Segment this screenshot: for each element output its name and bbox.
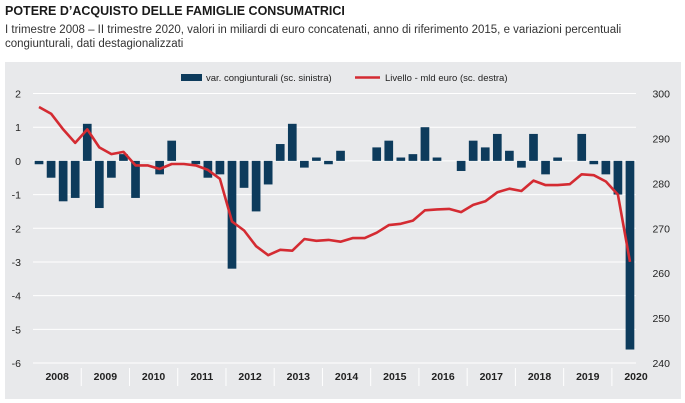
bar [227, 160, 237, 269]
bar [577, 133, 587, 161]
bar [251, 160, 261, 212]
line-series-path [38, 105, 632, 263]
left-tick-label: -5 [12, 324, 21, 336]
bar [613, 160, 623, 195]
bar [396, 157, 406, 161]
chart-svg: 2 1 0 -1 -2 -3 -4 -5 -6 300 290 280 270 260 250 240 20… [12, 73, 670, 386]
bar [541, 160, 550, 175]
bar [107, 160, 116, 178]
bar [239, 160, 249, 188]
chart-title: POTERE D’ACQUISTO DELLE FAMIGLIE CONSUMA… [5, 4, 345, 18]
bar [529, 133, 538, 161]
bar [70, 160, 80, 198]
bar [191, 160, 201, 165]
legend: var. congiunturali (sc. sinistra) Livello… [181, 73, 507, 84]
bar [468, 140, 478, 161]
bar [324, 160, 333, 165]
bar [432, 157, 442, 161]
year-label: 2012 [238, 371, 262, 383]
bar [275, 144, 285, 161]
bar [82, 123, 92, 161]
bar [34, 160, 44, 165]
x-axis-year-labels: 2008 2009 2010 2011 2012 2013 2014 2015 2016 2017… [45, 368, 648, 386]
bar [131, 160, 140, 198]
left-tick-label: 1 [15, 122, 21, 134]
left-tick-label: -6 [12, 358, 21, 370]
bar [553, 157, 562, 161]
left-axis-ticks: 2 1 0 -1 -2 -3 -4 -5 -6 [12, 89, 22, 371]
right-tick-label: 270 [652, 223, 670, 235]
bar [94, 160, 104, 209]
year-label: 2011 [190, 371, 213, 383]
year-label: 2013 [287, 371, 311, 383]
bar [372, 147, 382, 161]
bar [517, 160, 526, 168]
bar [312, 157, 321, 161]
bar [408, 154, 418, 161]
bar [456, 160, 466, 171]
bar [287, 123, 297, 161]
year-label: 2018 [528, 371, 552, 383]
bar [480, 147, 490, 161]
bar [601, 160, 611, 175]
left-tick-label: 2 [15, 89, 21, 101]
bar [263, 160, 273, 185]
right-tick-label: 260 [652, 268, 670, 280]
year-label: 2016 [431, 371, 455, 383]
legend-line-label: Livello - mld euro (sc. destra) [385, 73, 507, 84]
chart-area: 2 1 0 -1 -2 -3 -4 -5 -6 300 290 280 270 260 250 240 20… [5, 62, 681, 399]
year-label: 2020 [624, 371, 648, 383]
bar [119, 154, 128, 161]
left-tick-label: -1 [12, 190, 21, 202]
year-label: 2019 [576, 371, 600, 383]
right-tick-label: 290 [652, 133, 670, 145]
line-series [38, 105, 632, 263]
legend-bar-swatch [181, 74, 202, 81]
bar [300, 160, 309, 168]
left-tick-label: -2 [12, 223, 21, 235]
bar [215, 160, 225, 175]
left-tick-label: -4 [12, 291, 21, 303]
gridlines [33, 93, 636, 364]
chart-subtitle: I trimestre 2008 – II trimestre 2020, va… [5, 24, 622, 50]
year-label: 2008 [45, 371, 69, 383]
bar [58, 160, 68, 202]
legend-bar-label: var. congiunturali (sc. sinistra) [206, 73, 332, 84]
bar [589, 160, 599, 165]
year-label: 2017 [480, 371, 504, 383]
year-label: 2014 [335, 371, 359, 383]
right-axis-ticks: 300 290 280 270 260 250 240 [652, 89, 670, 371]
bar [492, 133, 502, 161]
bar [384, 140, 394, 161]
right-tick-label: 280 [652, 178, 670, 190]
bar [336, 150, 345, 161]
year-label: 2009 [94, 371, 118, 383]
left-tick-label: 0 [15, 156, 21, 168]
bar-series [34, 123, 635, 350]
bar [505, 150, 514, 161]
right-tick-label: 300 [652, 89, 670, 101]
bar [46, 160, 56, 178]
right-tick-label: 240 [652, 358, 670, 370]
year-label: 2010 [142, 371, 166, 383]
year-label: 2015 [383, 371, 407, 383]
bar [167, 140, 177, 161]
left-tick-label: -3 [12, 257, 21, 269]
bar [420, 127, 430, 161]
right-tick-label: 250 [652, 313, 670, 325]
